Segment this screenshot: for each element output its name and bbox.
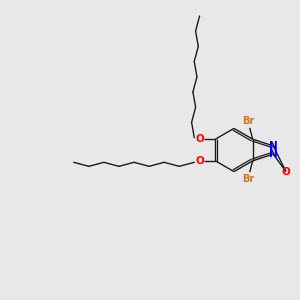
Text: Br: Br	[242, 116, 254, 126]
Text: N: N	[269, 141, 278, 151]
Text: O: O	[282, 167, 290, 177]
Text: O: O	[195, 156, 204, 166]
Text: O: O	[195, 134, 204, 144]
Text: N: N	[269, 149, 278, 159]
Text: Br: Br	[242, 174, 254, 184]
